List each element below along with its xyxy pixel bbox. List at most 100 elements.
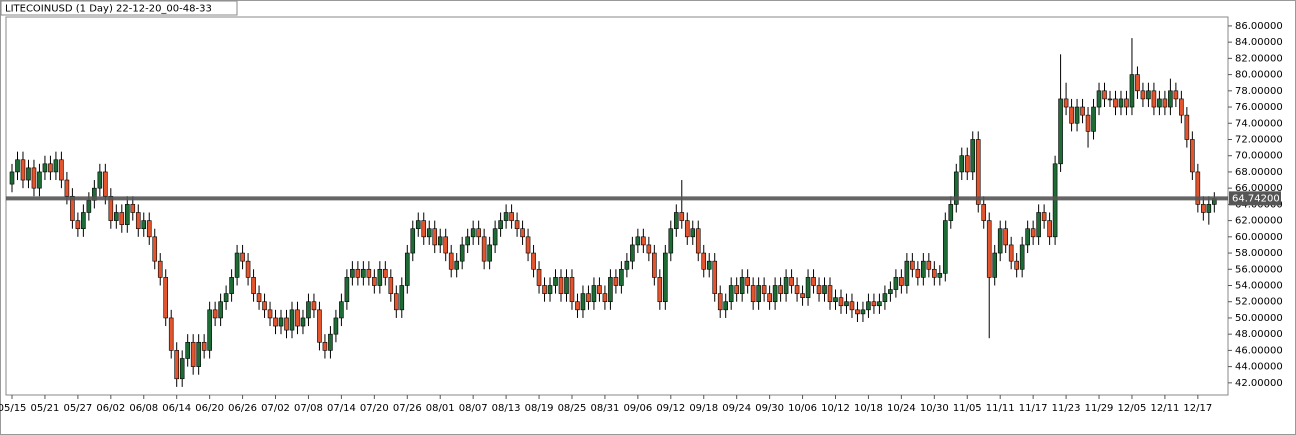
candle-body: [229, 277, 234, 294]
candle-body: [827, 285, 833, 303]
candle-body: [1173, 90, 1179, 100]
candle-body: [937, 273, 943, 278]
candle-body: [284, 317, 289, 331]
candle-body: [295, 309, 300, 327]
x-tick-label: 07/02: [261, 403, 290, 414]
candle-body: [1008, 244, 1014, 262]
x-tick-label: 12/17: [1183, 403, 1212, 414]
candle-body: [1118, 98, 1124, 108]
candle-body: [811, 277, 816, 286]
candle-body: [613, 277, 619, 286]
x-tick-label: 09/06: [623, 403, 652, 414]
x-tick-label: 10/12: [821, 403, 850, 414]
candle-body: [1107, 98, 1113, 101]
x-tick-label: 06/20: [195, 403, 224, 414]
candle-body: [157, 260, 163, 278]
candle-body: [575, 301, 580, 311]
candle-body: [706, 260, 712, 270]
x-tick-label: 08/01: [426, 403, 455, 414]
candle-body: [300, 317, 306, 327]
candle-body: [514, 220, 520, 230]
candle-body: [487, 244, 492, 262]
y-tick-label: 62.00000: [1235, 216, 1283, 227]
candle-body: [212, 309, 218, 319]
candle-body: [580, 293, 586, 311]
candle-body: [9, 171, 15, 185]
candle-body: [256, 293, 262, 303]
candle-body: [70, 195, 75, 221]
candle-body: [926, 260, 932, 270]
candle-body: [1124, 98, 1129, 108]
candle-body: [201, 341, 207, 351]
candle-body: [542, 285, 547, 294]
x-tick-label: 06/02: [96, 403, 125, 414]
candle-body: [1135, 74, 1140, 92]
candle-body: [569, 277, 575, 303]
candle-body: [404, 252, 410, 286]
candle-body: [635, 236, 641, 246]
candle-body: [910, 260, 915, 270]
candle-body: [932, 268, 937, 278]
candle-body: [251, 277, 256, 294]
x-tick-label: 08/25: [558, 403, 587, 414]
candle-body: [185, 341, 190, 359]
candle-body: [712, 260, 718, 294]
y-tick-label: 46.00000: [1235, 345, 1283, 356]
y-tick-label: 44.00000: [1235, 362, 1283, 373]
candle-body: [822, 285, 827, 294]
candle-body: [1157, 98, 1162, 108]
candle-body: [888, 289, 893, 294]
candle-body: [789, 277, 794, 286]
candle-body: [333, 317, 339, 335]
candle-body: [723, 301, 729, 311]
candle-body: [415, 220, 421, 230]
y-tick-label: 58.00000: [1235, 248, 1283, 259]
candle-body: [1030, 228, 1036, 238]
candle-body: [728, 285, 734, 303]
candle-body: [866, 301, 871, 311]
x-tick-label: 12/11: [1150, 403, 1179, 414]
candle-body: [240, 252, 245, 262]
x-tick-label: 10/18: [854, 403, 883, 414]
candle-body: [114, 212, 119, 221]
candle-body: [443, 236, 449, 254]
candle-body: [289, 309, 295, 331]
candle-body: [1091, 106, 1096, 132]
y-tick-label: 52.00000: [1235, 297, 1283, 308]
candle-body: [1102, 90, 1107, 100]
candle-body: [372, 277, 377, 286]
candle-body: [1096, 90, 1102, 108]
candle-body: [525, 236, 531, 254]
candle-body: [805, 277, 811, 298]
candle-body: [953, 171, 959, 205]
candle-body: [970, 139, 976, 173]
candle-body: [498, 220, 503, 230]
candle-body: [1080, 106, 1085, 116]
x-tick-label: 09/24: [722, 403, 751, 414]
candle-body: [871, 301, 877, 307]
x-tick-label: 11/23: [1052, 403, 1081, 414]
candle-body: [1003, 228, 1008, 246]
candle-body: [509, 212, 514, 221]
y-tick-label: 66.00000: [1235, 183, 1283, 194]
candle-body: [630, 244, 635, 262]
x-tick-label: 10/24: [887, 403, 916, 414]
candle-body: [59, 159, 64, 181]
y-tick-label: 42.00000: [1235, 378, 1283, 389]
candle-body: [882, 293, 888, 303]
candle-body: [350, 268, 355, 278]
candle-body: [975, 139, 981, 205]
candle-body: [130, 204, 136, 213]
candle-body: [393, 293, 399, 311]
candle-body: [273, 317, 278, 327]
candle-body: [800, 293, 805, 298]
candle-body: [1129, 74, 1135, 108]
candle-body: [328, 333, 333, 351]
y-tick-label: 56.00000: [1235, 264, 1283, 275]
candle-body: [772, 285, 778, 303]
chart-title: LITECOINUSD (1 Day) 22-12-20_00-48-33: [5, 4, 212, 15]
candle-body: [476, 228, 481, 238]
candle-body: [86, 200, 92, 213]
candle-body: [899, 277, 904, 286]
